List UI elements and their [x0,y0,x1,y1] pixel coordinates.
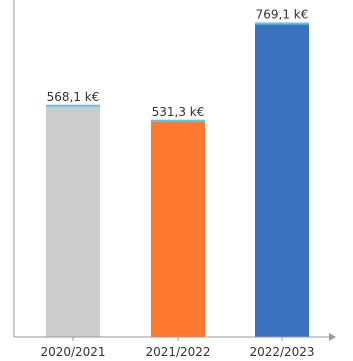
x-axis [13,0,336,341]
bar-2020-2021 [46,104,100,337]
x-axis-arrow [329,333,336,341]
category-label: 2021/2022 [145,345,210,359]
bar-top-cap [46,104,100,107]
bar-2022-2023 [255,22,309,338]
category-labels-layer: 2020/2021 2021/2022 2022/2023 [40,337,315,359]
value-labels-layer: 568,1 k€ 531,3 k€ 769,1 k€ [47,8,309,119]
bar-2021-2022 [151,119,205,338]
category-label: 2020/2021 [40,345,105,359]
bars-layer [46,22,309,338]
category-label: 2022/2023 [249,345,314,359]
value-label: 531,3 k€ [152,105,205,119]
bar-top-cap [151,119,205,122]
bar-top-cap [255,22,309,25]
value-label: 769,1 k€ [256,8,309,22]
value-label: 568,1 k€ [47,90,100,104]
